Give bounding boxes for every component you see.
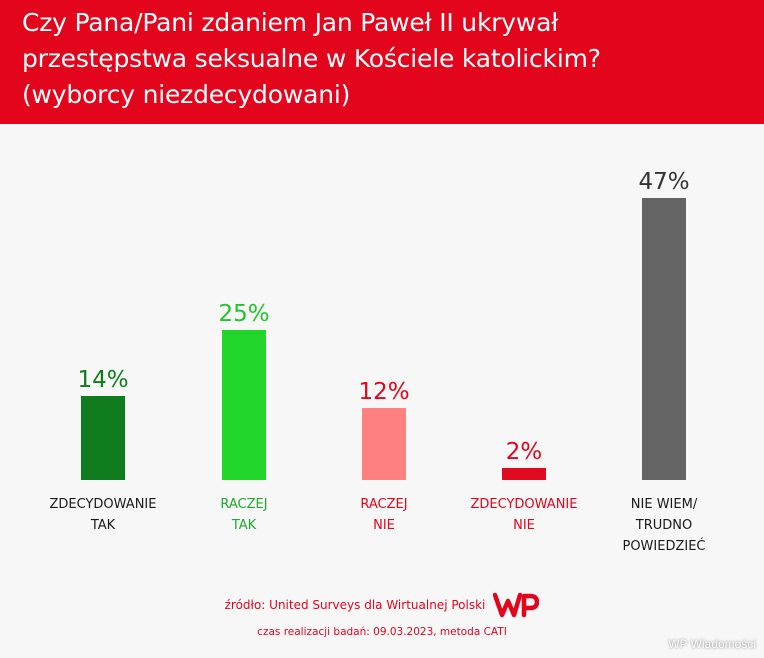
survey-date-note: czas realizacji badań: 09.03.2023, metod… <box>257 626 507 638</box>
chart-title-line-3: (wyborcy niezdecydowani) <box>22 80 351 109</box>
bar-3 <box>502 468 546 480</box>
value-label-3: 2% <box>506 439 543 465</box>
category-label-3-line-0: ZDECYDOWANIE <box>471 497 578 512</box>
value-label-2: 12% <box>358 379 409 405</box>
bar-4 <box>642 198 686 480</box>
source-note: źródło: United Surveys dla Wirtualnej Po… <box>0 592 764 618</box>
category-label-1-line-1: TAK <box>231 518 257 533</box>
category-label-2-line-0: RACZEJ <box>360 497 407 512</box>
source-text: źródło: United Surveys dla Wirtualnej Po… <box>224 598 486 612</box>
bar-chart: 14% ZDECYDOWANIE TAK 25% RACZEJ TAK 12% RACZEJ N… <box>50 169 706 554</box>
category-label-0-line-0: ZDECYDOWANIE <box>50 497 157 512</box>
wp-logo <box>493 592 540 618</box>
bar-0 <box>81 396 125 480</box>
bar-1 <box>222 330 266 480</box>
chart-title-line-1: Czy Pana/Pani zdaniem Jan Paweł II ukryw… <box>22 8 559 37</box>
category-label-1-line-0: RACZEJ <box>220 497 267 512</box>
value-label-1: 25% <box>218 301 269 327</box>
category-label-4-line-0: NIE WIEM/ <box>631 497 698 512</box>
category-label-3-line-1: NIE <box>513 518 535 533</box>
value-label-4: 47% <box>638 169 689 195</box>
category-label-4-line-1: TRUDNO <box>635 518 692 533</box>
header-banner: Czy Pana/Pani zdaniem Jan Paweł II ukryw… <box>0 0 764 124</box>
category-label-4-line-2: POWIEDZIEĆ <box>622 538 705 554</box>
chart-title-line-2: przestępstwa seksualne w Kościele katoli… <box>22 44 601 73</box>
category-label-2-line-1: NIE <box>373 518 395 533</box>
bar-2 <box>362 408 406 480</box>
watermark: WP Wiadomości <box>668 637 756 651</box>
value-label-0: 14% <box>77 367 128 393</box>
category-label-0-line-1: TAK <box>90 518 116 533</box>
